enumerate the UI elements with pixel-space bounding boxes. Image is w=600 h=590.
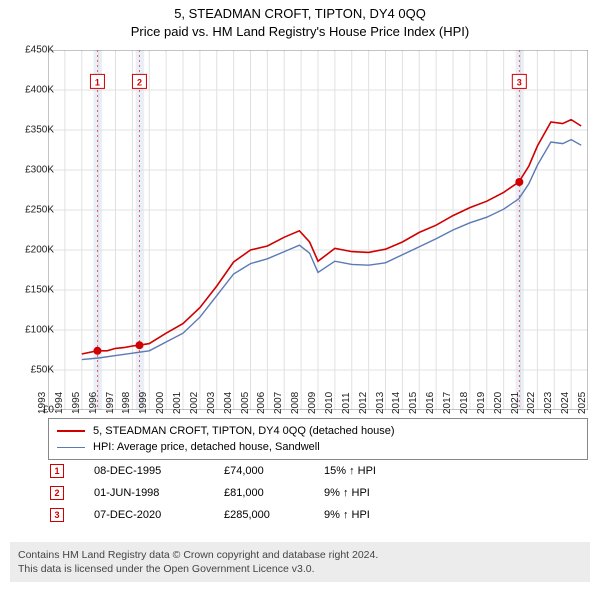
x-tick-label: 2015 [408, 392, 419, 414]
x-tick-label: 2014 [391, 392, 402, 414]
x-tick-label: 1998 [121, 392, 132, 414]
annotation-marker: 1 [50, 464, 64, 478]
footer-line-2: This data is licensed under the Open Gov… [18, 562, 582, 576]
x-tick-label: 1997 [104, 392, 115, 414]
x-tick-label: 2018 [459, 392, 470, 414]
annotation-date: 07-DEC-2020 [94, 509, 224, 521]
legend-swatch [57, 430, 85, 432]
x-tick-label: 2009 [307, 392, 318, 414]
annotation-row: 2 01-JUN-1998£81,0009% ↑ HPI [48, 482, 588, 504]
x-tick-label: 2022 [526, 392, 537, 414]
svg-text:1: 1 [95, 77, 100, 87]
x-tick-label: 2017 [442, 392, 453, 414]
x-tick-label: 1994 [54, 392, 65, 414]
x-tick-label: 2000 [155, 392, 166, 414]
legend-label: 5, STEADMAN CROFT, TIPTON, DY4 0QQ (deta… [93, 425, 395, 437]
x-tick-label: 2023 [543, 392, 554, 414]
chart-subtitle: Price paid vs. HM Land Registry's House … [0, 21, 600, 45]
x-tick-label: 2025 [577, 392, 588, 414]
footer-line-1: Contains HM Land Registry data © Crown c… [18, 548, 582, 562]
y-tick-label: £200K [25, 245, 54, 256]
y-tick-label: £450K [25, 45, 54, 56]
y-tick-label: £300K [25, 165, 54, 176]
annotation-pct: 15% ↑ HPI [324, 465, 424, 477]
annotation-marker: 3 [50, 508, 64, 522]
x-tick-label: 1999 [138, 392, 149, 414]
x-tick-label: 2007 [273, 392, 284, 414]
annotation-price: £285,000 [224, 509, 324, 521]
x-tick-label: 2004 [223, 392, 234, 414]
x-tick-label: 2020 [493, 392, 504, 414]
y-tick-label: £350K [25, 125, 54, 136]
x-tick-label: 2001 [172, 392, 183, 414]
x-tick-label: 1993 [37, 392, 48, 414]
y-tick-label: £250K [25, 205, 54, 216]
annotation-date: 01-JUN-1998 [94, 487, 224, 499]
annotation-pct: 9% ↑ HPI [324, 487, 424, 499]
x-tick-label: 2005 [239, 392, 250, 414]
x-tick-label: 2019 [476, 392, 487, 414]
legend-item: 5, STEADMAN CROFT, TIPTON, DY4 0QQ (deta… [57, 423, 579, 439]
x-tick-label: 2013 [374, 392, 385, 414]
x-tick-label: 2024 [560, 392, 571, 414]
legend-swatch [57, 447, 85, 448]
y-tick-label: £50K [31, 365, 54, 376]
annotation-date: 08-DEC-1995 [94, 465, 224, 477]
chart-plot: 1 2 3 [48, 50, 588, 410]
annotation-row: 3 07-DEC-2020£285,0009% ↑ HPI [48, 504, 588, 526]
annotation-marker: 2 [50, 486, 64, 500]
legend-label: HPI: Average price, detached house, Sand… [93, 441, 320, 453]
y-tick-label: £400K [25, 85, 54, 96]
x-tick-label: 2003 [206, 392, 217, 414]
x-tick-label: 2002 [189, 392, 200, 414]
y-tick-label: £100K [25, 325, 54, 336]
y-tick-label: £150K [25, 285, 54, 296]
annotation-row: 1 08-DEC-1995£74,00015% ↑ HPI [48, 460, 588, 482]
x-tick-label: 1995 [71, 392, 82, 414]
x-tick-label: 2021 [509, 392, 520, 414]
chart-title: 5, STEADMAN CROFT, TIPTON, DY4 0QQ [0, 0, 600, 21]
svg-text:2: 2 [137, 77, 142, 87]
svg-text:3: 3 [517, 77, 522, 87]
legend: 5, STEADMAN CROFT, TIPTON, DY4 0QQ (deta… [48, 418, 588, 460]
annotation-price: £74,000 [224, 465, 324, 477]
legend-item: HPI: Average price, detached house, Sand… [57, 439, 579, 455]
x-tick-label: 2016 [425, 392, 436, 414]
annotation-pct: 9% ↑ HPI [324, 509, 424, 521]
x-tick-label: 2011 [341, 392, 352, 414]
annotation-price: £81,000 [224, 487, 324, 499]
series-price_paid [82, 120, 581, 354]
annotation-table: 1 08-DEC-1995£74,00015% ↑ HPI 2 01-JUN-1998… [48, 460, 588, 526]
x-tick-label: 2012 [358, 392, 369, 414]
x-tick-label: 2006 [256, 392, 267, 414]
x-tick-label: 2008 [290, 392, 301, 414]
x-tick-label: 1996 [88, 392, 99, 414]
footer-attribution: Contains HM Land Registry data © Crown c… [10, 542, 590, 582]
x-tick-label: 2010 [324, 392, 335, 414]
